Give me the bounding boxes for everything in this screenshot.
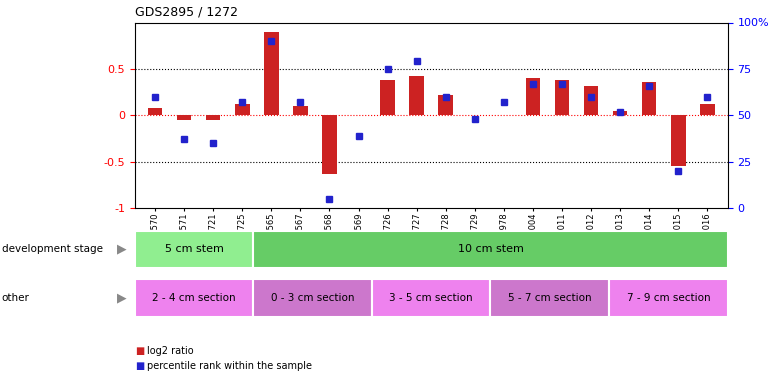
Text: 10 cm stem: 10 cm stem — [457, 244, 524, 254]
Text: 5 - 7 cm section: 5 - 7 cm section — [508, 293, 591, 303]
Bar — [438, 95, 453, 116]
Bar — [177, 116, 192, 120]
Text: development stage: development stage — [2, 244, 102, 254]
Bar — [410, 76, 424, 116]
Bar — [148, 108, 162, 116]
Bar — [235, 104, 249, 116]
Text: log2 ratio: log2 ratio — [147, 346, 194, 355]
Text: GDS2895 / 1272: GDS2895 / 1272 — [135, 6, 238, 19]
Text: 0 - 3 cm section: 0 - 3 cm section — [271, 293, 354, 303]
Bar — [642, 82, 657, 116]
Text: ▶: ▶ — [117, 243, 126, 256]
Bar — [700, 104, 715, 116]
Bar — [253, 231, 728, 268]
Bar — [372, 279, 490, 317]
Bar — [135, 279, 253, 317]
Bar — [293, 106, 308, 116]
Text: ■: ■ — [135, 346, 144, 355]
Text: ▶: ▶ — [117, 292, 126, 304]
Bar — [671, 116, 685, 166]
Text: percentile rank within the sample: percentile rank within the sample — [147, 361, 312, 370]
Text: 5 cm stem: 5 cm stem — [165, 244, 223, 254]
Bar — [135, 231, 253, 268]
Text: other: other — [2, 293, 29, 303]
Bar — [584, 86, 598, 116]
Text: 3 - 5 cm section: 3 - 5 cm section — [390, 293, 473, 303]
Bar — [490, 279, 609, 317]
Text: 2 - 4 cm section: 2 - 4 cm section — [152, 293, 236, 303]
Bar — [206, 116, 220, 120]
Text: ■: ■ — [135, 361, 144, 370]
Bar — [253, 279, 372, 317]
Bar — [609, 279, 728, 317]
Bar — [322, 116, 336, 174]
Bar — [526, 78, 541, 116]
Bar — [380, 80, 395, 116]
Bar — [613, 111, 628, 116]
Text: 7 - 9 cm section: 7 - 9 cm section — [627, 293, 710, 303]
Bar — [554, 80, 569, 116]
Bar — [264, 32, 279, 115]
